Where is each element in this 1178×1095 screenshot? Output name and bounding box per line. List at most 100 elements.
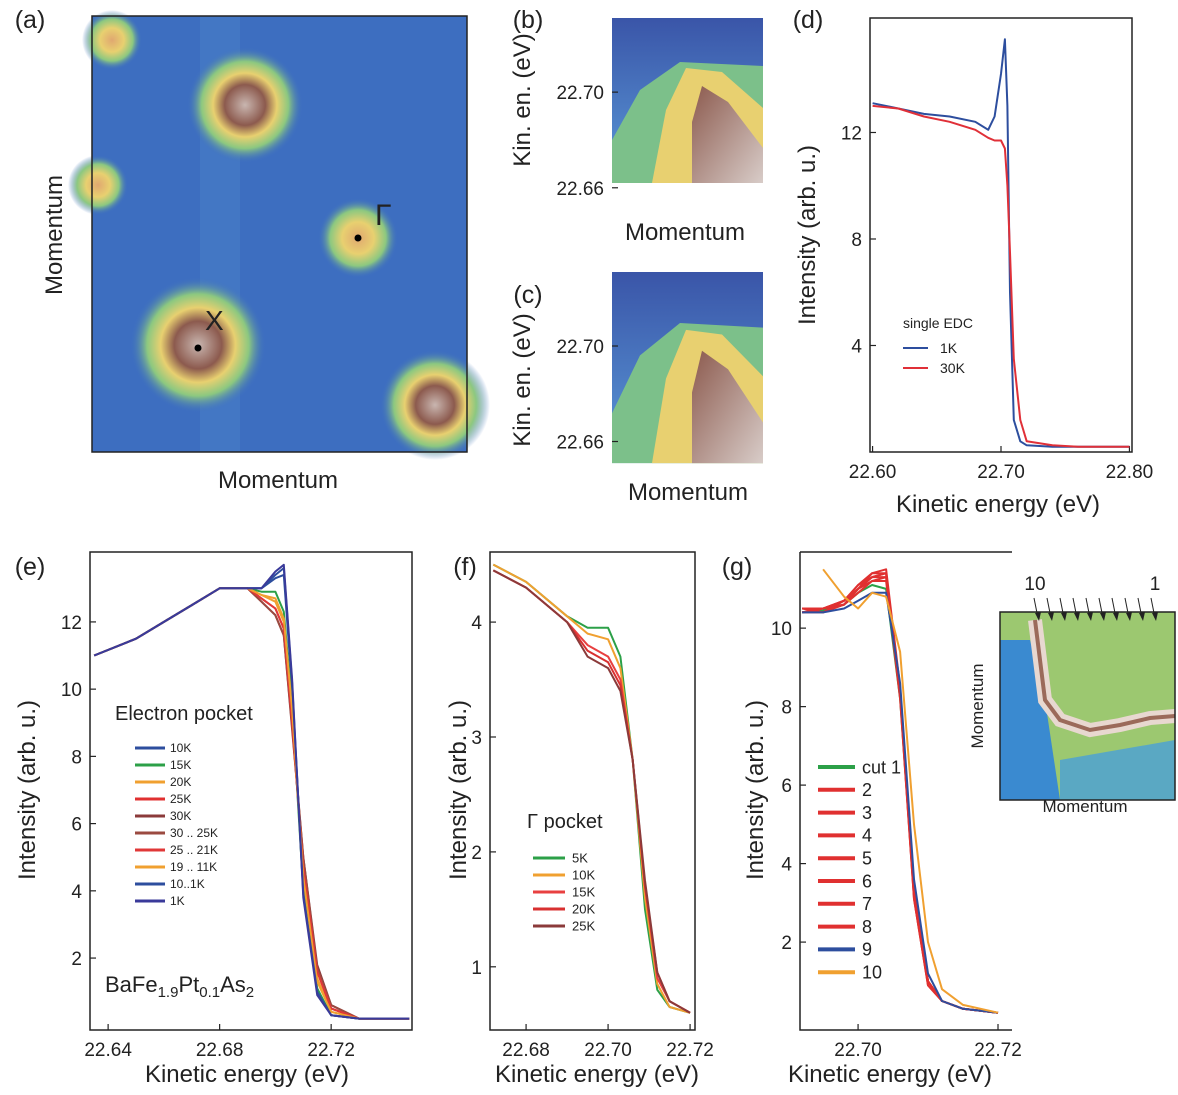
y-axis-label: Intensity (arb. u.) <box>445 700 472 880</box>
series-line <box>801 576 999 1014</box>
series-line <box>872 38 1130 448</box>
legend-label: 25K <box>170 792 191 806</box>
inset-image <box>999 611 1176 801</box>
x-tick-label: 22.72 <box>666 1040 714 1061</box>
legend-label: 1K <box>940 340 958 356</box>
y-axis-label: Momentum <box>41 175 68 295</box>
y-tick-label: 2 <box>71 949 82 970</box>
y-tick-label: 8 <box>781 698 792 719</box>
legend-title: Electron pocket <box>115 703 253 725</box>
panel-label: (f) <box>453 553 477 581</box>
series-line <box>492 563 691 1014</box>
series-line <box>93 587 410 1020</box>
x-tick-label: 22.70 <box>834 1040 882 1061</box>
frame <box>89 551 413 1031</box>
series-line <box>801 576 999 1014</box>
cut-arrowhead <box>1152 612 1158 621</box>
formula-part: 0.1 <box>199 984 220 1001</box>
cut-label: 10 <box>1024 574 1045 595</box>
series-line <box>492 569 691 1014</box>
cut-arrowhead <box>1035 612 1041 621</box>
x-tick-label: 22.68 <box>502 1040 550 1061</box>
legend-label: 15K <box>572 885 595 900</box>
y-tick-label: 22.70 <box>556 337 604 358</box>
formula-part: 1.9 <box>158 984 179 1001</box>
panel-label: (e) <box>15 553 46 581</box>
legend-label: 10K <box>572 868 595 883</box>
series-line <box>93 587 410 1020</box>
legend-title: single EDC <box>903 315 973 331</box>
legend-label: 30K <box>940 360 966 376</box>
x-tick-label: 22.64 <box>84 1040 132 1061</box>
series-line <box>872 104 1130 448</box>
y-tick-label: 12 <box>841 123 862 144</box>
x-axis-label: Momentum <box>218 467 338 494</box>
cut-arrowhead <box>1061 612 1067 621</box>
band-brown <box>692 350 763 464</box>
cut-arrowhead <box>1100 612 1106 621</box>
legend-label: 5 <box>862 849 872 869</box>
cut-arrowhead <box>1074 612 1080 621</box>
legend-label: 1K <box>170 894 185 908</box>
legend-label: 10 <box>862 963 882 983</box>
x-axis-label: Momentum <box>628 479 748 506</box>
fermi-map <box>68 10 490 460</box>
formula-part: BaFe <box>105 972 158 997</box>
legend-label: 25 .. 21K <box>170 843 218 857</box>
inset-band <box>1033 619 1176 733</box>
y-tick-label: 4 <box>471 613 482 634</box>
cut-label: 1 <box>1150 574 1161 595</box>
x-axis-label: Kinetic energy (eV) <box>896 491 1100 518</box>
inset-blue <box>1000 640 1060 800</box>
x-tick-label: 22.70 <box>584 1040 632 1061</box>
series-line <box>802 572 999 1014</box>
series-line <box>802 591 999 1014</box>
series-line <box>93 587 410 1020</box>
y-tick-label: 4 <box>781 855 792 876</box>
x-tick-label: 22.72 <box>974 1040 1022 1061</box>
x-axis-label: Kinetic energy (eV) <box>145 1061 349 1088</box>
y-tick-label: 6 <box>71 815 82 836</box>
annotation: X <box>205 305 224 336</box>
series-line <box>492 563 691 1014</box>
frame <box>799 551 1012 1031</box>
cut-arrowhead <box>1113 612 1119 621</box>
y-tick-label: 2 <box>781 933 792 954</box>
cut-arrowhead <box>1087 612 1093 621</box>
y-tick-label: 8 <box>851 230 862 251</box>
band-image-c <box>612 272 763 464</box>
cut-arrowhead <box>1048 612 1054 621</box>
x-tick-label: 22.72 <box>307 1040 355 1061</box>
x-axis-label: Kinetic energy (eV) <box>788 1061 992 1088</box>
series-line <box>802 572 999 1014</box>
cut-arrowhead <box>1126 612 1132 621</box>
pocket <box>68 155 128 215</box>
y-tick-label: 2 <box>471 843 482 864</box>
frame <box>869 17 1133 453</box>
series-line <box>93 587 410 1020</box>
x-axis-label: Momentum <box>625 219 745 246</box>
formula-part: 2 <box>246 984 254 1001</box>
panel-label: (a) <box>15 6 46 34</box>
y-tick-label: 22.66 <box>556 433 604 454</box>
legend-label: 30 .. 25K <box>170 826 218 840</box>
legend-label: 6 <box>862 871 872 891</box>
legend-label: 8 <box>862 917 872 937</box>
x-tick-label: 22.70 <box>977 462 1025 483</box>
inset-blue <box>1060 740 1175 800</box>
legend-label: 25K <box>572 919 595 934</box>
series-line <box>93 587 410 1020</box>
cut-arrowhead <box>1139 612 1145 621</box>
series-line <box>802 572 999 1014</box>
series-line <box>93 573 410 1020</box>
inset-x-label: Momentum <box>1042 797 1127 816</box>
legend-label: 20K <box>170 775 191 789</box>
pocket <box>380 350 490 460</box>
x-tick-label: 22.60 <box>849 462 897 483</box>
legend-label: 4 <box>862 826 872 846</box>
series-line <box>93 587 410 1020</box>
inset-y-label: Momentum <box>968 663 987 748</box>
series-line <box>93 587 410 1020</box>
legend-label: 10..1K <box>170 877 205 891</box>
